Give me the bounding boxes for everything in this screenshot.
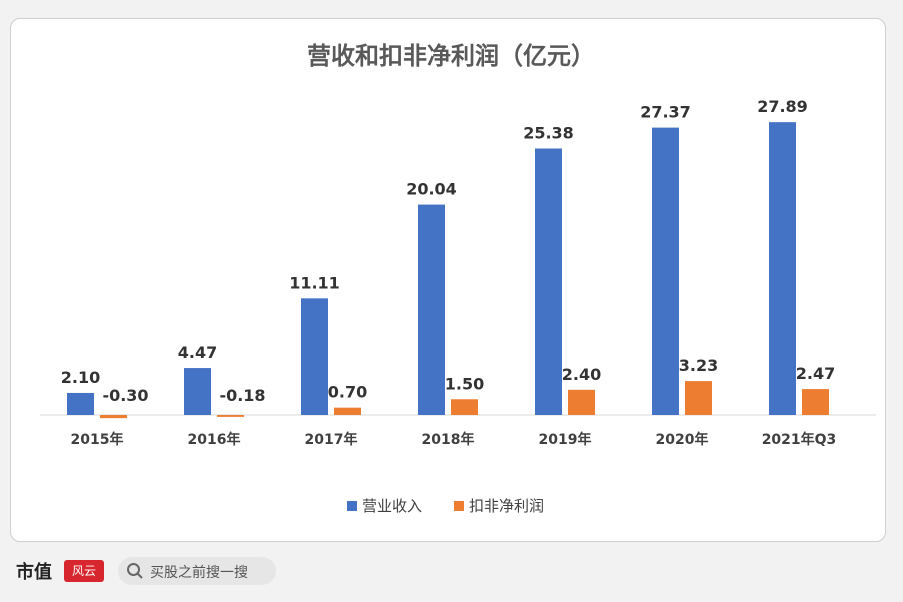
x-tick-label: 2019年 [539, 431, 592, 448]
data-label-revenue: 27.37 [640, 103, 691, 122]
bar-profit [451, 399, 478, 415]
bar-revenue [418, 204, 445, 415]
search-icon [127, 563, 143, 579]
data-label-profit: 2.40 [562, 365, 601, 384]
x-tick-label: 2020年 [656, 431, 709, 448]
data-label-revenue: 27.89 [757, 97, 808, 116]
bar-profit [100, 415, 127, 419]
brand-logo-text: 市值 [16, 562, 52, 583]
bar-profit [685, 381, 712, 415]
bar-revenue [535, 148, 562, 415]
data-label-profit: 0.70 [328, 383, 367, 402]
data-label-profit: 2.47 [796, 364, 835, 383]
bar-revenue [184, 368, 211, 415]
legend-label-revenue: 营业收入 [362, 497, 422, 515]
data-label-profit: -0.18 [219, 386, 265, 405]
legend-label-profit: 扣非净利润 [469, 497, 544, 515]
chart-title: 营收和扣非净利润（亿元） [307, 42, 595, 70]
data-label-profit: 1.50 [445, 374, 484, 393]
bar-profit [217, 415, 244, 417]
data-label-revenue: 2.10 [61, 368, 100, 387]
data-label-revenue: 20.04 [406, 180, 457, 199]
brand-seal: 风云 [64, 560, 104, 582]
x-tick-label: 2021年Q3 [762, 431, 837, 448]
x-tick-label: 2018年 [422, 431, 475, 448]
search-placeholder: 买股之前搜一搜 [150, 565, 248, 581]
legend: 营业收入 扣非净利润 [347, 497, 544, 515]
x-tick-label: 2016年 [188, 431, 241, 448]
bar-profit [334, 407, 361, 415]
chart-card [10, 18, 886, 542]
bar-revenue [652, 127, 679, 416]
bar-profit [802, 389, 829, 415]
data-label-profit: 3.23 [679, 356, 718, 375]
legend-swatch-profit [454, 501, 464, 511]
data-label-profit: -0.30 [102, 386, 148, 405]
bar-revenue [67, 392, 94, 415]
search-box[interactable]: 买股之前搜一搜 [118, 557, 276, 585]
legend-swatch-revenue [347, 501, 357, 511]
bar-revenue [301, 298, 328, 415]
data-label-revenue: 11.11 [289, 273, 340, 292]
x-tick-label: 2017年 [305, 431, 358, 448]
x-tick-label: 2015年 [71, 431, 124, 448]
bar-profit [568, 389, 595, 415]
data-label-revenue: 25.38 [523, 124, 574, 143]
bar-revenue [769, 122, 796, 415]
footer-bar: 市值 风云 买股之前搜一搜 [0, 548, 903, 602]
data-label-revenue: 4.47 [178, 343, 217, 362]
